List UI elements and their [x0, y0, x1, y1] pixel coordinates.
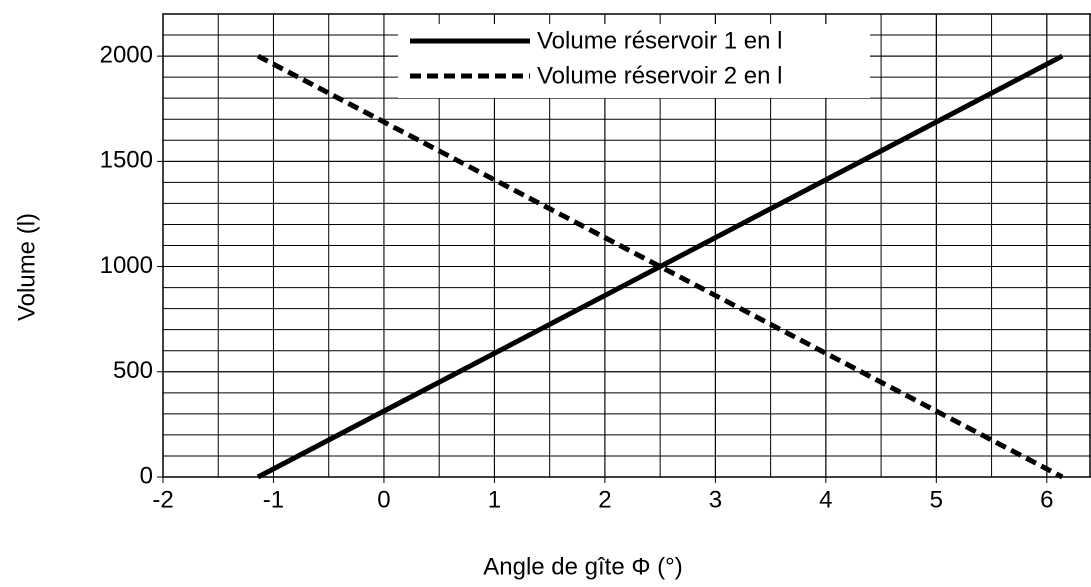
x-tick-label: 3 [709, 486, 722, 513]
x-tick-label: 2 [598, 486, 611, 513]
plot-frame [162, 13, 1091, 478]
x-tick-label: 1 [488, 486, 501, 513]
y-tick-label: 1500 [100, 147, 153, 174]
line-series [256, 53, 1064, 480]
x-axis-label: Angle de gîte Φ (°) [483, 553, 683, 580]
legend-box [398, 24, 870, 98]
y-tick-label: 2000 [100, 41, 153, 68]
legend-label: Volume réservoir 2 en l [537, 62, 782, 89]
x-tick-label: -1 [263, 486, 284, 513]
x-tick-label: 0 [377, 486, 390, 513]
x-tick-label: -2 [152, 486, 173, 513]
legend: Volume réservoir 1 en l Volume réservoir … [398, 24, 870, 98]
legend-label: Volume réservoir 1 en l [537, 27, 782, 54]
y-tick-label: 500 [113, 357, 153, 384]
x-tick-label: 6 [1040, 486, 1053, 513]
x-tick-label: 4 [819, 486, 832, 513]
y-axis-label: Volume (l) [13, 213, 40, 321]
line-series [256, 53, 1064, 480]
x-tick-label: 5 [930, 486, 943, 513]
y-tick-label: 0 [140, 462, 153, 489]
y-tick-label: 1000 [100, 252, 153, 279]
